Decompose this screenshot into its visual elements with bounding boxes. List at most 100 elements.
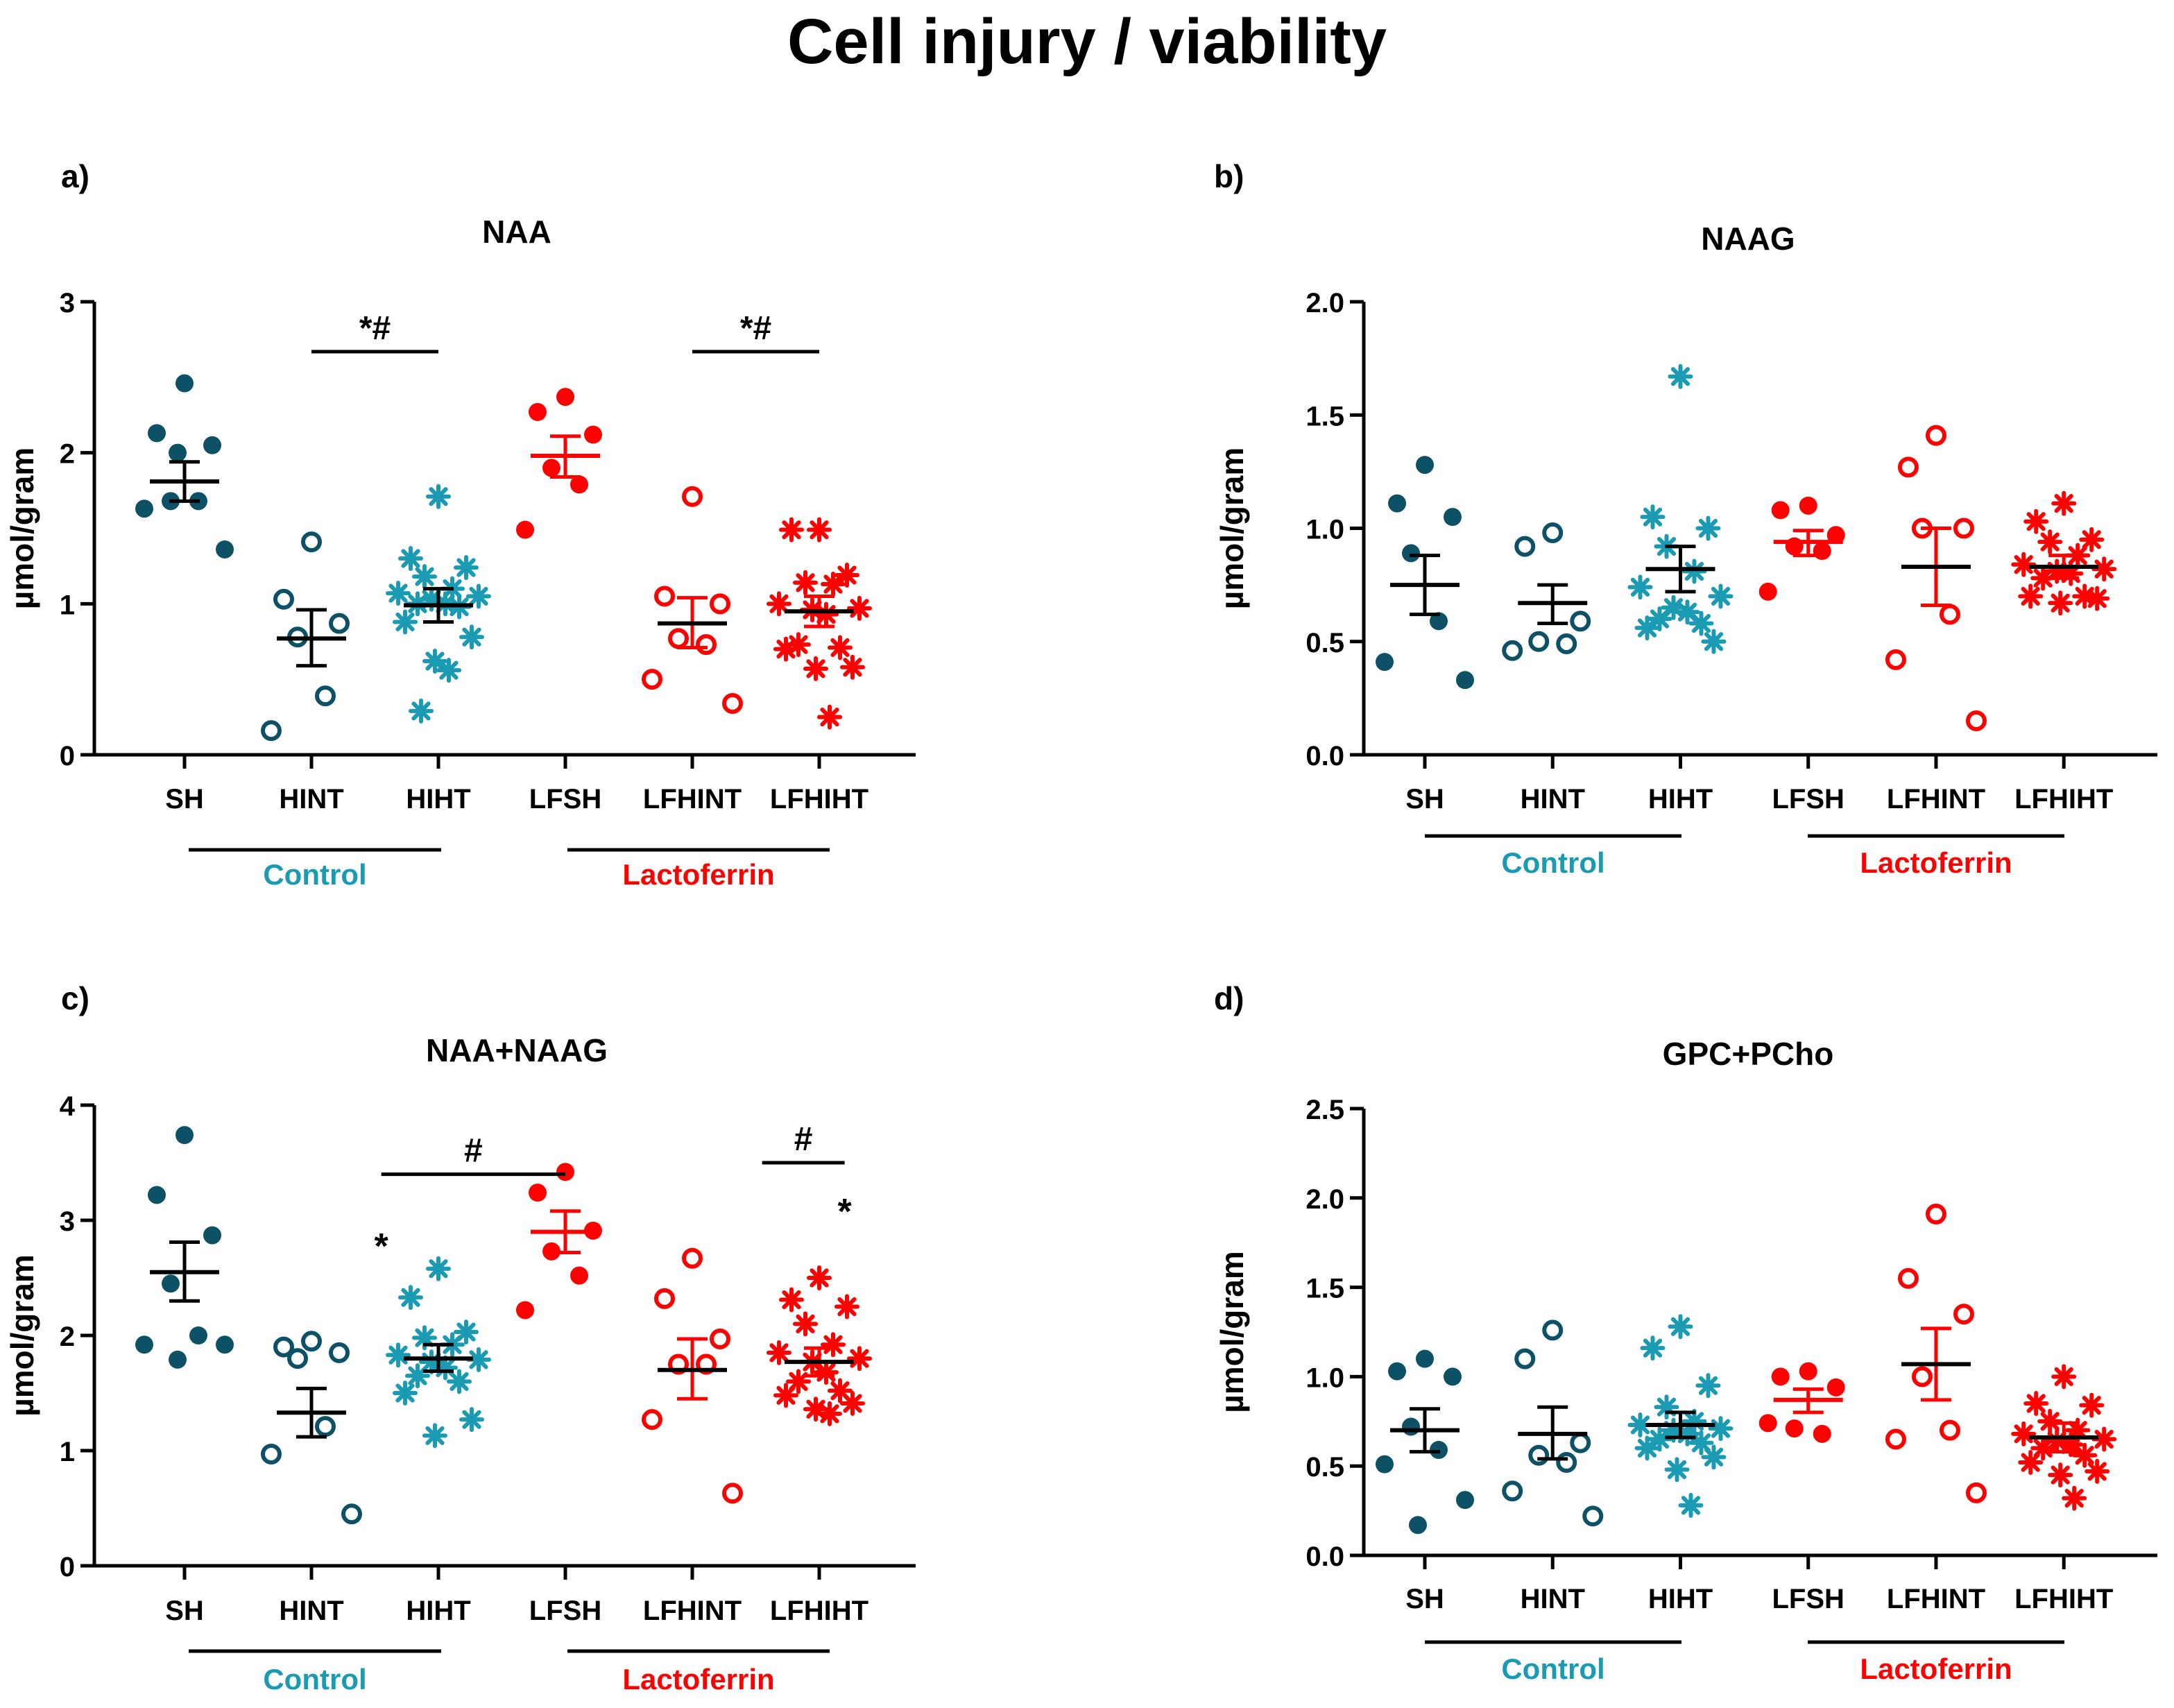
group-label: Control <box>1501 846 1604 879</box>
y-tick-label: 2 <box>60 439 75 470</box>
group-label: Lactoferrin <box>622 1663 774 1696</box>
data-point <box>1799 496 1817 515</box>
data-point <box>301 531 322 553</box>
figure-title: Cell injury / viability <box>787 6 1387 77</box>
data-point <box>682 486 703 507</box>
data-point <box>216 1335 234 1354</box>
data-point <box>1556 633 1577 655</box>
panel-label: b) <box>1214 158 1244 194</box>
series-sh <box>1376 1349 1474 1535</box>
panel-label: d) <box>1214 980 1244 1016</box>
data-point <box>1647 1426 1672 1452</box>
data-point <box>1668 364 1693 389</box>
group-label: Control <box>1501 1653 1604 1685</box>
data-point <box>1708 1416 1734 1442</box>
data-point <box>2030 1435 2056 1461</box>
data-point <box>1953 1304 1974 1325</box>
data-point <box>817 704 842 730</box>
data-point <box>329 1342 350 1363</box>
data-point <box>654 586 675 607</box>
series-hiht <box>386 1256 491 1449</box>
y-axis-label: µmol/gram <box>1214 1251 1250 1413</box>
data-point <box>1402 544 1420 563</box>
data-point <box>426 1256 451 1281</box>
y-tick-label: 3 <box>60 288 75 318</box>
group-label: Lactoferrin <box>622 858 774 891</box>
data-point <box>2085 586 2110 611</box>
data-point <box>1813 1424 1831 1443</box>
data-point <box>1416 1349 1434 1368</box>
series-lfhint <box>642 1247 743 1504</box>
data-point <box>556 1163 574 1181</box>
data-point <box>447 1369 472 1394</box>
significance-mark: * <box>375 1227 389 1267</box>
data-point <box>1570 1432 1591 1453</box>
data-point <box>847 1346 872 1372</box>
data-point <box>767 591 791 617</box>
data-point <box>642 1409 662 1431</box>
significance-mark: # <box>794 1121 813 1158</box>
data-point <box>1647 606 1672 632</box>
data-point <box>1885 649 1906 670</box>
y-tick-label: 4 <box>60 1091 76 1122</box>
data-point <box>1640 504 1666 530</box>
panel-label: a) <box>61 158 89 194</box>
data-point <box>315 1416 336 1437</box>
data-point <box>767 1340 791 1365</box>
data-point <box>773 1383 798 1408</box>
series-sh <box>135 1126 234 1369</box>
y-axis-label: µmol/gram <box>4 1254 40 1417</box>
data-point <box>1456 671 1474 690</box>
data-point <box>1701 629 1727 654</box>
data-point <box>261 1443 282 1464</box>
data-point <box>773 636 798 662</box>
data-point <box>422 1423 447 1449</box>
data-point <box>1925 1203 1946 1224</box>
data-point <box>1514 536 1536 557</box>
y-tick-label: 1.5 <box>1306 401 1344 432</box>
data-point <box>329 613 350 634</box>
x-tick-label: LFHINT <box>643 784 742 814</box>
data-point <box>682 1247 703 1269</box>
data-point <box>287 1348 308 1369</box>
data-point <box>162 1274 180 1293</box>
y-tick-label: 1.0 <box>1306 515 1344 545</box>
series-lfsh <box>1758 496 1845 601</box>
data-point <box>1514 1348 1536 1369</box>
data-point <box>1634 615 1660 641</box>
data-point <box>1826 1378 1845 1397</box>
x-tick-label: LFHIHT <box>2014 784 2113 814</box>
data-point <box>1388 494 1406 513</box>
data-point <box>2079 527 2105 552</box>
data-point <box>1939 604 1960 625</box>
x-tick-label: HIHT <box>406 1596 470 1626</box>
x-tick-label: HINT <box>279 1596 343 1626</box>
y-tick-label: 3 <box>60 1206 75 1237</box>
series-lfhint <box>1885 425 1987 732</box>
chart-title: NAA <box>482 214 551 250</box>
x-tick-label: LFSH <box>1772 1584 1845 1614</box>
data-point <box>459 624 484 650</box>
x-tick-label: LFHIHT <box>770 1596 868 1626</box>
data-point <box>1556 1452 1577 1474</box>
data-point <box>556 388 574 407</box>
data-point <box>779 1287 804 1313</box>
data-point <box>1688 610 1714 636</box>
data-point <box>529 402 547 421</box>
data-point <box>803 1397 828 1422</box>
data-point <box>722 1483 743 1504</box>
data-point <box>1771 1367 1790 1386</box>
data-point <box>261 720 282 742</box>
series-lfhint <box>642 486 743 714</box>
data-point <box>722 692 743 714</box>
data-point <box>1376 1455 1394 1474</box>
data-point <box>668 1353 689 1375</box>
data-point <box>2048 590 2073 616</box>
data-point <box>409 698 434 724</box>
data-point <box>1708 583 1734 609</box>
y-tick-label: 0.5 <box>1306 1452 1344 1483</box>
data-point <box>1897 456 1919 478</box>
data-point <box>1388 1362 1406 1381</box>
x-tick-label: SH <box>1405 784 1444 814</box>
group-label: Lactoferrin <box>1860 846 2012 879</box>
